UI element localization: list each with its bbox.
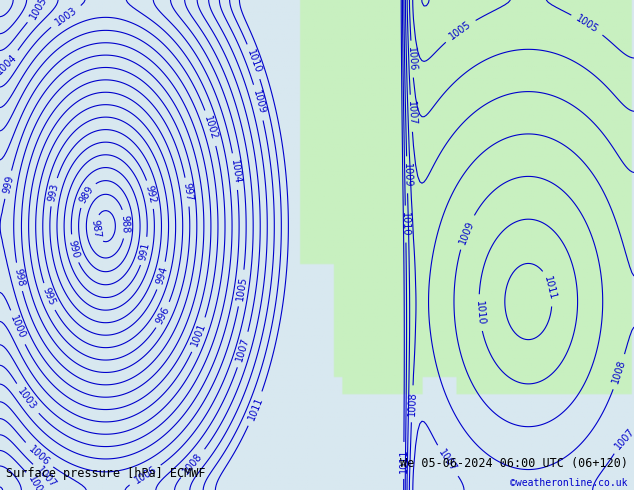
Text: 987: 987 — [90, 219, 103, 239]
Text: 1003: 1003 — [16, 386, 39, 412]
Text: 1003: 1003 — [53, 5, 79, 27]
Text: 1006: 1006 — [133, 465, 158, 486]
Text: 992: 992 — [144, 184, 158, 205]
Text: 1010: 1010 — [245, 49, 262, 75]
Text: 1004: 1004 — [229, 159, 242, 184]
Text: 1007: 1007 — [406, 100, 417, 126]
Text: 1005: 1005 — [28, 0, 49, 21]
Text: 989: 989 — [77, 184, 95, 205]
Text: 1004: 1004 — [0, 52, 18, 77]
Text: 1006: 1006 — [26, 443, 51, 467]
Text: 1011: 1011 — [399, 448, 409, 473]
Text: 1011: 1011 — [246, 395, 264, 422]
Text: 1005: 1005 — [447, 19, 473, 42]
Text: 1005: 1005 — [235, 275, 249, 301]
Text: 1007: 1007 — [436, 448, 458, 474]
Text: 1005: 1005 — [574, 14, 600, 35]
Text: 1008: 1008 — [406, 392, 418, 416]
Text: Surface pressure [hPa] ECMWF: Surface pressure [hPa] ECMWF — [6, 467, 206, 480]
Text: 1008: 1008 — [611, 359, 628, 385]
Text: 994: 994 — [154, 266, 169, 286]
Text: 1006: 1006 — [406, 47, 418, 72]
Text: 995: 995 — [41, 286, 57, 307]
Text: 996: 996 — [155, 305, 172, 325]
Text: 1010: 1010 — [474, 300, 486, 325]
Text: 990: 990 — [67, 239, 81, 259]
Text: 1002: 1002 — [202, 115, 219, 141]
Text: 1009: 1009 — [457, 219, 476, 245]
Text: 993: 993 — [47, 182, 60, 202]
Text: We 05-06-2024 06:00 UTC (06+120): We 05-06-2024 06:00 UTC (06+120) — [399, 457, 628, 470]
Text: 1011: 1011 — [543, 275, 558, 301]
Text: 1001: 1001 — [190, 321, 208, 348]
Text: 1008: 1008 — [26, 474, 47, 490]
Text: 997: 997 — [181, 182, 193, 202]
Text: 998: 998 — [12, 267, 26, 287]
Text: 1010: 1010 — [401, 212, 411, 236]
Text: 988: 988 — [120, 215, 131, 233]
Text: 1007: 1007 — [235, 337, 251, 363]
Text: 1009: 1009 — [250, 89, 267, 116]
Text: 1007: 1007 — [35, 465, 58, 490]
Text: 1000: 1000 — [8, 314, 27, 341]
Text: ©weatheronline.co.uk: ©weatheronline.co.uk — [510, 478, 628, 488]
Text: 1009: 1009 — [402, 163, 412, 187]
Text: 1007: 1007 — [612, 426, 634, 451]
Text: 1008: 1008 — [181, 451, 205, 476]
Text: 991: 991 — [138, 241, 152, 261]
Text: 999: 999 — [1, 174, 15, 195]
